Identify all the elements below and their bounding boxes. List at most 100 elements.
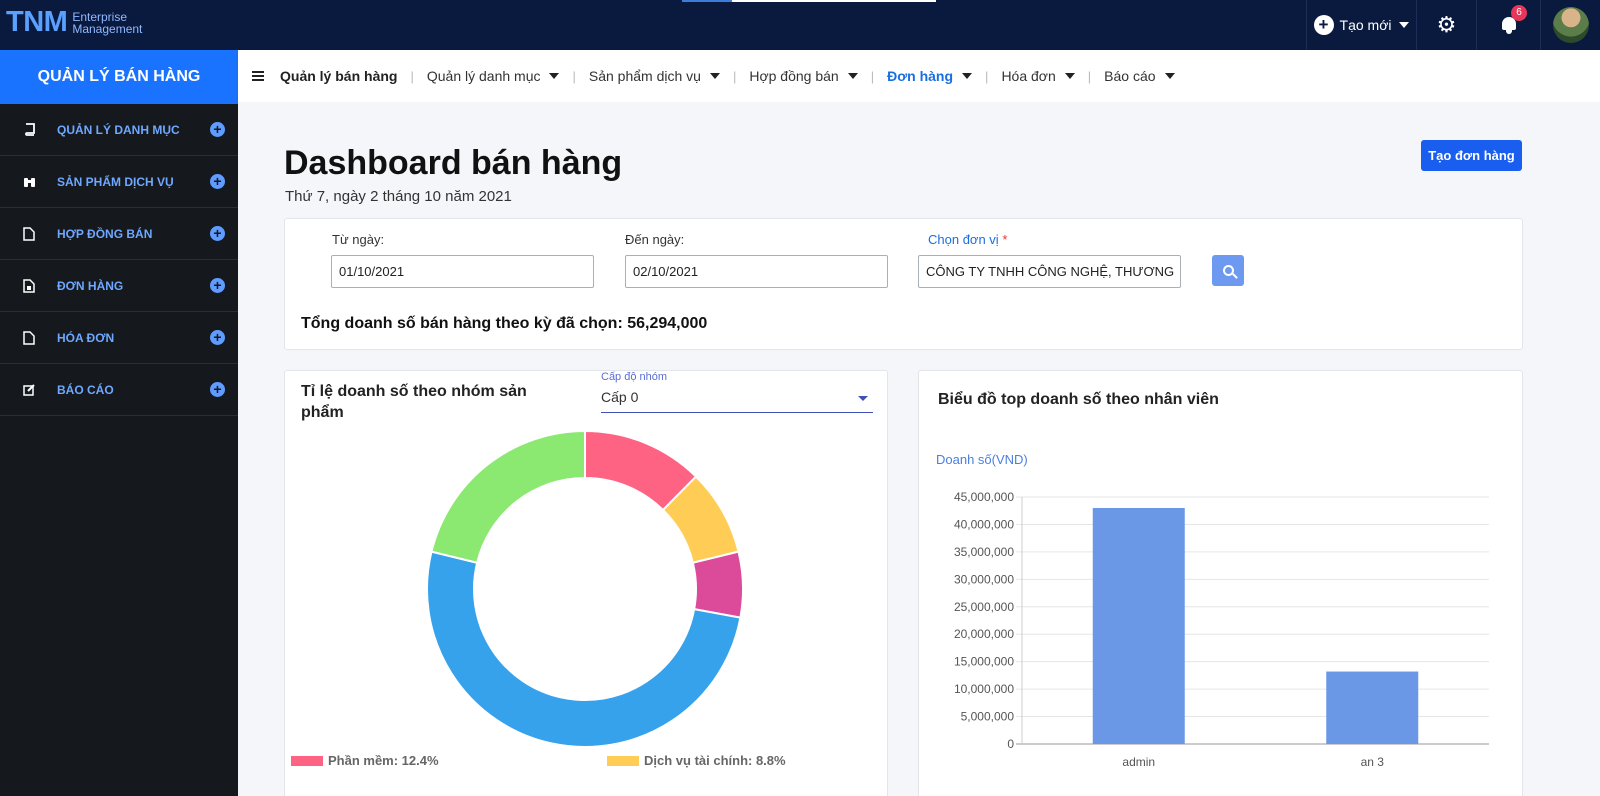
total-sales-text: Tổng doanh số bán hàng theo kỳ đã chọn: … [301,315,708,332]
y-tick-label: 40,000,000 [954,517,1014,531]
bar-an-3[interactable] [1326,671,1419,744]
sidebar-item-don-hang[interactable]: ĐƠN HÀNG + [0,260,238,312]
chevron-down-icon [847,73,858,79]
search-icon [1222,265,1234,276]
expand-plus-icon[interactable]: + [210,382,225,397]
gear-icon: ⚙ [1436,12,1457,37]
module-navbar: Quản lý bán hàng | Quản lý danh mục | Sả… [238,50,1600,102]
y-tick-label: 0 [1007,737,1014,751]
to-date-label: Đến ngày: [625,232,685,247]
donut-slice-4[interactable] [430,429,586,564]
expand-plus-icon[interactable]: + [210,330,225,345]
nav-bao-cao[interactable]: Báo cáo [1104,68,1175,84]
nav-label: Báo cáo [1104,68,1156,84]
y-tick-label: 20,000,000 [954,627,1014,641]
bar-chart: Doanh số(VND) 0 5,000,000 10,000,000 15,000,… [936,452,1489,769]
y-axis-label: Doanh số(VND) [936,452,1028,467]
sidebar-item-hop-dong-ban[interactable]: HỢP ĐỒNG BÁN + [0,208,238,260]
page-date: Thứ 7, ngày 2 tháng 10 năm 2021 [285,188,512,205]
logo-subtitle: Enterprise Management [72,11,142,35]
bar-admin[interactable] [1092,507,1185,744]
binoculars-icon [22,175,36,189]
create-new-button[interactable]: + Tạo mới [1306,0,1416,50]
nav-hoa-don[interactable]: Hóa đơn [1001,68,1075,84]
sidebar-item-label: SẢN PHẨM DỊCH VỤ [57,174,174,189]
settings-button[interactable]: ⚙ [1416,0,1476,50]
donut-chart [426,429,744,748]
nav-label: Hóa đơn [1001,68,1056,84]
nav-label: Quản lý danh mục [426,68,541,84]
donut-slice-3[interactable] [426,550,742,748]
top-progress-strip [682,0,936,2]
chevron-down-icon [1164,73,1175,79]
nav-label: Đơn hàng [887,68,954,84]
nav-quan-ly-danh-muc[interactable]: Quản lý danh mục [427,68,560,84]
sidebar-item-label: ĐƠN HÀNG [57,278,124,293]
sidebar: QUẢN LÝ BÁN HÀNG QUẢN LÝ DANH MỤC + SẢN … [0,50,238,796]
sidebar-item-label: HÓA ĐƠN [57,330,115,345]
expand-plus-icon[interactable]: + [210,122,225,137]
user-menu[interactable] [1540,0,1600,50]
unit-field[interactable]: CÔNG TY TNHH CÔNG NGHỆ, THƯƠNG [918,255,1181,288]
app-logo[interactable]: TNM Enterprise Management [6,6,142,39]
sidebar-item-label: HỢP ĐỒNG BÁN [57,226,153,241]
file-invoice-icon [22,278,36,293]
group-level-select[interactable]: Cấp 0 [601,389,873,413]
sidebar-item-label: QUẢN LÝ DANH MỤC [57,122,180,137]
logo-mark: TNM [6,6,68,38]
nav-home[interactable]: Quản lý bán hàng [280,68,398,84]
filter-card: Từ ngày: 01/10/2021 Đến ngày: 02/10/2021… [284,218,1523,350]
expand-plus-icon[interactable]: + [210,226,225,241]
chevron-down-icon [709,73,720,79]
nav-hop-dong-ban[interactable]: Hợp đồng bán [749,68,858,84]
logo-line-1: Enterprise [72,9,128,24]
y-tick-label: 25,000,000 [954,600,1014,614]
expand-plus-icon[interactable]: + [210,278,225,293]
notification-badge: 6 [1511,5,1527,21]
y-tick-label: 10,000,000 [954,682,1014,696]
create-order-button[interactable]: Tạo đơn hàng [1421,140,1522,171]
chevron-down-icon [549,73,560,79]
y-tick-label: 15,000,000 [954,655,1014,669]
nav-label: Hợp đồng bán [749,68,839,84]
avatar [1552,7,1589,43]
edit-icon [22,383,36,397]
nav-don-hang[interactable]: Đơn hàng [887,68,973,84]
sidebar-item-quan-ly-danh-muc[interactable]: QUẢN LÝ DANH MỤC + [0,104,238,156]
notifications-button[interactable]: 6 [1476,0,1540,50]
legend-item[interactable]: Phần mềm: 12.4% [291,753,439,768]
legend-label: Dịch vụ tài chính: 8.8% [644,753,786,768]
bar-chart-title: Biểu đồ top doanh số theo nhân viên [938,391,1219,408]
y-tick-label: 35,000,000 [954,545,1014,559]
chevron-down-icon [1064,73,1075,79]
from-date-field[interactable]: 01/10/2021 [331,255,594,288]
legend-item[interactable]: Dịch vụ tài chính: 8.8% [607,753,786,768]
file-icon [22,330,36,345]
menu-icon[interactable] [252,71,264,81]
y-tick-label: 5,000,000 [961,710,1015,724]
pie-chart-title: Tỉ lệ doanh số theo nhóm sản phẩm [301,383,527,421]
from-date-label: Từ ngày: [332,232,385,247]
nav-san-pham-dich-vu[interactable]: Sản phẩm dịch vụ [589,68,720,84]
bell-icon [1500,16,1518,34]
logo-line-2: Management [72,21,143,36]
legend-label: Phần mềm: 12.4% [328,753,439,768]
sidebar-item-bao-cao[interactable]: BÁO CÁO + [0,364,238,416]
chevron-down-icon [1399,22,1410,28]
group-level-value: Cấp 0 [601,389,639,405]
pie-chart-card: Tỉ lệ doanh số theo nhóm sản phẩm Cấp độ… [284,370,888,796]
file-icon [22,226,36,241]
sidebar-item-hoa-don[interactable]: HÓA ĐƠN + [0,312,238,364]
expand-plus-icon[interactable]: + [210,174,225,189]
book-icon [22,123,36,137]
sidebar-item-label: BÁO CÁO [57,382,114,397]
sidebar-item-san-pham-dich-vu[interactable]: SẢN PHẨM DỊCH VỤ + [0,156,238,208]
y-tick-label: 30,000,000 [954,572,1014,586]
sidebar-title[interactable]: QUẢN LÝ BÁN HÀNG [0,50,238,104]
main-content: Dashboard bán hàng Thứ 7, ngày 2 tháng 1… [238,102,1600,796]
donut-slice-2[interactable] [691,550,744,619]
search-button[interactable] [1212,255,1244,286]
page-title: Dashboard bán hàng [284,144,623,182]
to-date-field[interactable]: 02/10/2021 [625,255,888,288]
plus-circle-icon: + [1313,15,1334,35]
